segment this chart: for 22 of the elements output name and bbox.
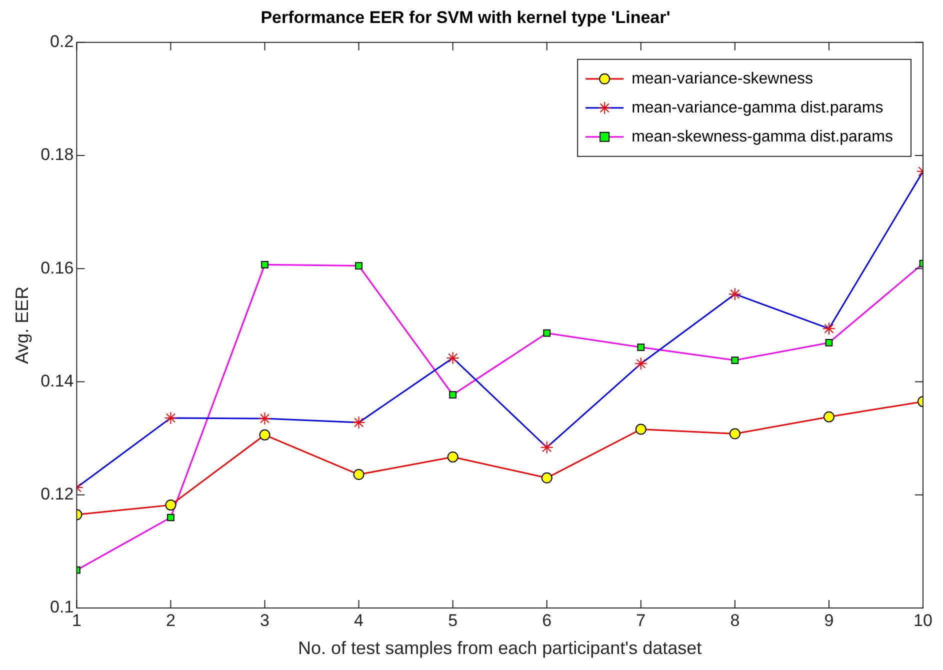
- y-axis-title: Avg. EER: [12, 286, 32, 364]
- y-tick-label: 0.14: [40, 371, 74, 390]
- x-tick-label: 7: [636, 610, 646, 630]
- x-tick-label: 8: [730, 610, 740, 630]
- x-tick-label: 3: [260, 610, 270, 630]
- x-tick-label: 1: [72, 610, 82, 630]
- y-tick-label: 0.18: [40, 145, 74, 164]
- y-tick-label: 0.2: [50, 32, 74, 52]
- y-tick-label: 0.12: [40, 484, 74, 504]
- chart-title: Performance EER for SVM with kernel type 'Linear': [260, 8, 670, 27]
- legend-label: mean-skewness-gamma dist.params: [632, 128, 893, 146]
- y-tick-label: 0.1: [50, 598, 74, 617]
- x-tick-label: 6: [542, 610, 552, 630]
- x-tick-label: 9: [824, 610, 834, 630]
- y-tick-label: 0.16: [40, 258, 74, 278]
- x-tick-label: 2: [166, 610, 176, 630]
- x-tick-label: 5: [448, 610, 458, 630]
- x-axis-title: No. of test samples from each participant's dataset: [298, 638, 702, 658]
- legend-label: mean-variance-gamma dist.params: [632, 99, 884, 116]
- x-tick-label: 4: [354, 610, 364, 630]
- x-tick-label: 10: [914, 610, 932, 630]
- legend-label: mean-variance-skewness: [632, 70, 813, 88]
